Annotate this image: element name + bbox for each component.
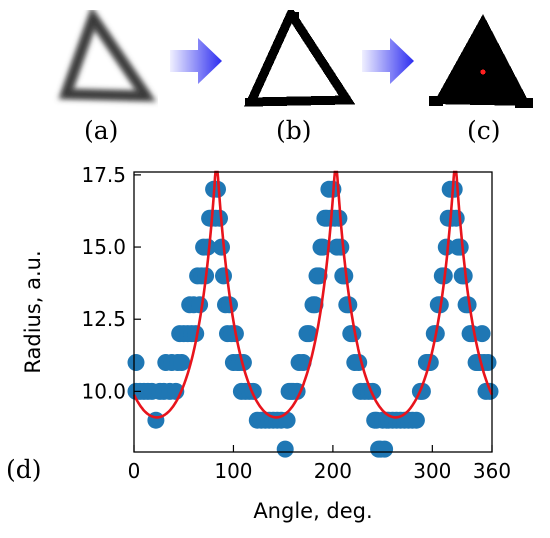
panel-label-c: (c): [467, 116, 501, 145]
radius-vs-angle-chart: 0 100 200 300 360 10.0 12.5 15.0 17.5 Angle, deg…: [21, 163, 511, 523]
data-point: [376, 440, 394, 458]
centroid-marker: [480, 69, 486, 75]
data-point: [294, 354, 312, 371]
fit-curve: [132, 170, 494, 419]
x-tick-label: 300: [413, 459, 451, 483]
data-point: [215, 267, 232, 285]
y-tick-label: 12.5: [81, 307, 126, 331]
filled-triangle-image: [429, 14, 533, 108]
panel-label-d: (d): [6, 455, 42, 484]
data-point: [278, 411, 296, 429]
x-axis-label: Angle, deg.: [253, 499, 372, 523]
data-point: [300, 325, 318, 343]
data-point: [451, 238, 469, 256]
plot-frame: [133, 171, 493, 453]
data-point: [336, 267, 354, 285]
y-axis-label: Radius, a.u.: [21, 250, 45, 373]
data-point: [340, 296, 358, 314]
blurred-triangle-image: [58, 10, 157, 102]
data-point: [211, 209, 228, 227]
data-points: [127, 180, 499, 458]
y-tick-label: 17.5: [81, 163, 126, 187]
arrow-right-icon: [170, 38, 222, 84]
axis-ticks: 0 100 200 300 360 10.0 12.5 15.0 17.5: [81, 163, 511, 483]
data-point: [332, 238, 350, 256]
data-point: [221, 296, 238, 314]
binary-triangle-outline-image: [243, 10, 355, 107]
data-point: [199, 238, 217, 256]
data-point: [437, 238, 455, 256]
x-tick-label: 0: [128, 459, 141, 483]
data-point: [407, 411, 425, 429]
x-tick-label: 360: [473, 459, 511, 483]
arrow-right-icon: [362, 38, 414, 84]
data-point: [459, 296, 477, 314]
data-point: [173, 354, 191, 371]
y-tick-label: 10.0: [81, 379, 126, 403]
data-point: [276, 440, 294, 458]
panel-label-b: (b): [276, 116, 312, 145]
panel-label-a: (a): [84, 116, 119, 145]
data-point: [127, 354, 145, 371]
data-point: [310, 267, 328, 285]
data-point: [187, 325, 205, 343]
data-point: [473, 325, 491, 343]
data-point: [213, 238, 230, 256]
data-point: [330, 209, 348, 227]
x-tick-label: 100: [214, 459, 252, 483]
x-tick-label: 200: [314, 459, 352, 483]
data-point: [191, 296, 209, 314]
data-point: [455, 267, 473, 285]
y-tick-label: 15.0: [81, 235, 126, 259]
data-point: [306, 296, 324, 314]
